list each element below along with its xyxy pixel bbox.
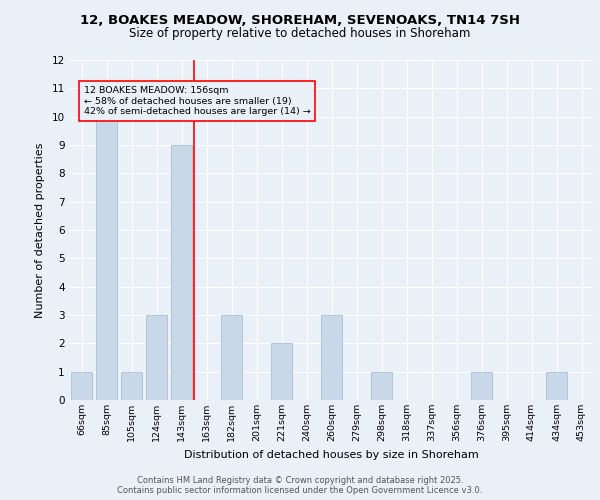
Bar xyxy=(221,315,242,400)
Bar xyxy=(371,372,392,400)
Bar xyxy=(321,315,342,400)
Bar xyxy=(146,315,167,400)
Text: 12, BOAKES MEADOW, SHOREHAM, SEVENOAKS, TN14 7SH: 12, BOAKES MEADOW, SHOREHAM, SEVENOAKS, … xyxy=(80,14,520,27)
Text: 12 BOAKES MEADOW: 156sqm
← 58% of detached houses are smaller (19)
42% of semi-d: 12 BOAKES MEADOW: 156sqm ← 58% of detach… xyxy=(83,86,310,116)
Y-axis label: Number of detached properties: Number of detached properties xyxy=(35,142,44,318)
Bar xyxy=(171,145,192,400)
Bar xyxy=(546,372,567,400)
X-axis label: Distribution of detached houses by size in Shoreham: Distribution of detached houses by size … xyxy=(184,450,479,460)
Text: Size of property relative to detached houses in Shoreham: Size of property relative to detached ho… xyxy=(130,28,470,40)
Bar xyxy=(271,344,292,400)
Text: Contains HM Land Registry data © Crown copyright and database right 2025.
Contai: Contains HM Land Registry data © Crown c… xyxy=(118,476,482,495)
Bar xyxy=(71,372,92,400)
Bar xyxy=(471,372,492,400)
Bar xyxy=(96,116,117,400)
Bar xyxy=(121,372,142,400)
